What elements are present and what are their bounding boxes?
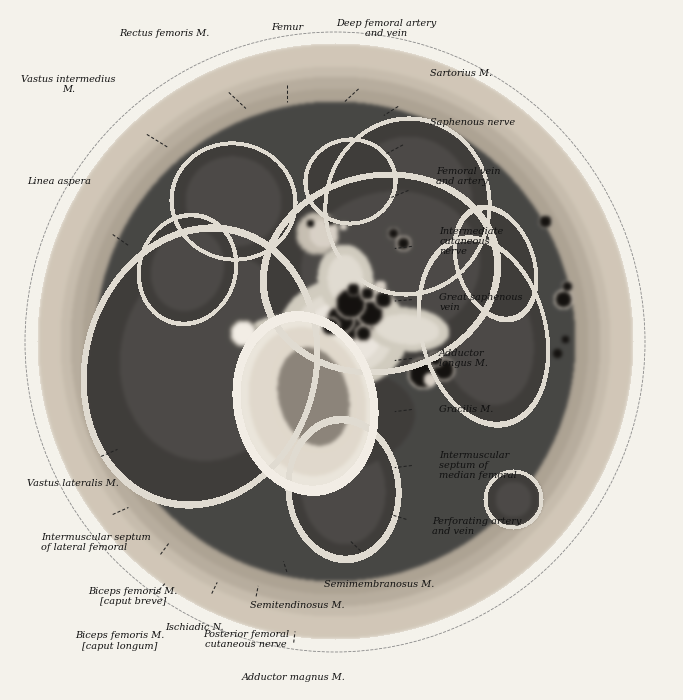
Text: Perforating artery
and vein: Perforating artery and vein [432, 517, 522, 536]
Text: Deep femoral artery
and vein: Deep femoral artery and vein [336, 19, 436, 38]
Text: Saphenous nerve: Saphenous nerve [430, 118, 516, 127]
Text: Intermuscular septum
of lateral femoral: Intermuscular septum of lateral femoral [41, 533, 151, 552]
Text: Ischiadic N.: Ischiadic N. [165, 623, 224, 632]
Text: Semimembranosus M.: Semimembranosus M. [324, 580, 434, 589]
Text: Adductor magnus M.: Adductor magnus M. [242, 673, 346, 682]
Text: Vastus lateralis M.: Vastus lateralis M. [27, 479, 120, 487]
Text: Semitendinosus M.: Semitendinosus M. [250, 601, 344, 610]
Text: Femur: Femur [270, 22, 303, 32]
Text: Rectus femoris M.: Rectus femoris M. [119, 29, 209, 38]
Text: Posterior femoral
cutaneous nerve: Posterior femoral cutaneous nerve [203, 630, 289, 650]
Text: Sartorius M.: Sartorius M. [430, 69, 492, 78]
Text: Gracilis M.: Gracilis M. [439, 405, 494, 414]
Text: Biceps femoris M.
[caput longum]: Biceps femoris M. [caput longum] [75, 631, 164, 651]
Text: Biceps femoris M.
[caput breve]: Biceps femoris M. [caput breve] [89, 587, 178, 606]
Text: Intermediate
cutaneous
nerve: Intermediate cutaneous nerve [439, 227, 503, 256]
Text: Great saphenous
vein: Great saphenous vein [439, 293, 522, 312]
Text: Vastus intermedius
M.: Vastus intermedius M. [21, 75, 115, 94]
Text: Linea aspera: Linea aspera [27, 178, 92, 186]
Text: Femoral vein
and artery: Femoral vein and artery [436, 167, 500, 186]
Text: Adductor
longus M.: Adductor longus M. [439, 349, 488, 368]
Text: Intermuscular
septum of
median femoral: Intermuscular septum of median femoral [439, 451, 517, 480]
